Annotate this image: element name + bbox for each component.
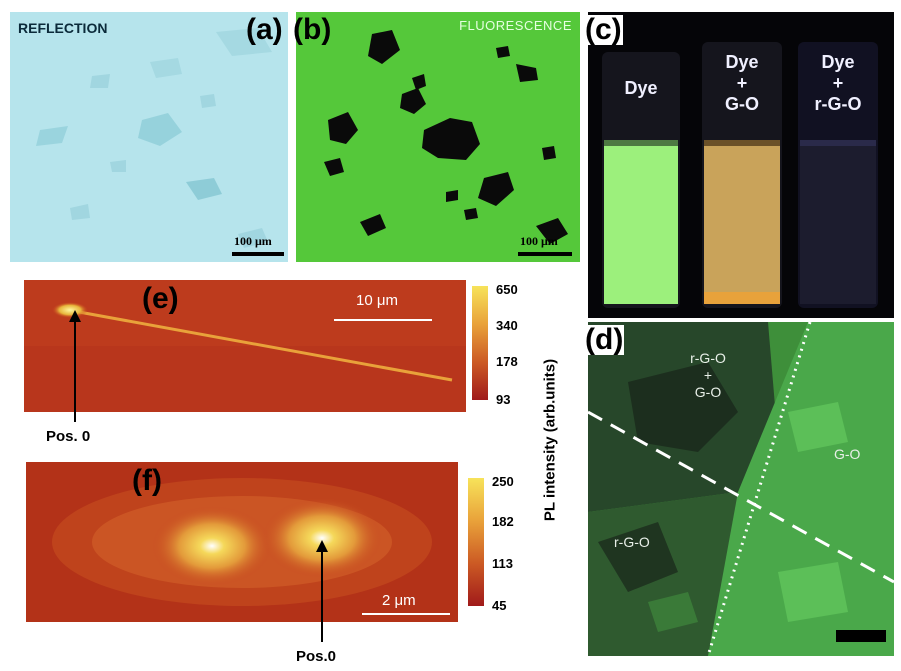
colorbar-f-tick-250: 250 bbox=[492, 474, 514, 489]
scale-bar-label-a: 100 μm bbox=[234, 234, 272, 249]
scale-bar-label-f: 2 μm bbox=[382, 592, 416, 609]
colorbar-e bbox=[472, 286, 488, 400]
scale-bar-label-b: 100 μm bbox=[520, 234, 558, 249]
pos0-label-f: Pos.0 bbox=[296, 648, 336, 665]
panel-d-composite-image: r-G-O + G-O G-O r-G-O bbox=[588, 322, 894, 656]
d-label-line-3: G-O bbox=[678, 384, 738, 401]
vial-3-text-line-2: + bbox=[798, 73, 878, 94]
fluorescence-mode-label: FLUORESCENCE bbox=[459, 18, 572, 33]
label-rgo-plus-go: r-G-O + G-O bbox=[678, 350, 738, 401]
vial-3-text-line-1: Dye bbox=[798, 52, 878, 73]
colorbar-e-tick-650: 650 bbox=[496, 282, 518, 297]
colorbar-f bbox=[468, 478, 484, 606]
panel-label-d: (d) bbox=[584, 325, 624, 355]
panel-f-pl-map: 2 μm bbox=[26, 462, 458, 622]
pos0-arrowhead-e bbox=[69, 310, 81, 322]
vial-label-dye-go: Dye + G-O bbox=[702, 52, 782, 115]
pos0-label-e: Pos. 0 bbox=[46, 428, 90, 445]
scale-bar-b bbox=[518, 252, 572, 256]
colorbar-f-tick-45: 45 bbox=[492, 598, 506, 613]
vial-2-text-line-2: + bbox=[702, 73, 782, 94]
go-rgo-micrograph bbox=[588, 322, 894, 656]
panel-label-e: (e) bbox=[142, 284, 179, 314]
scale-bar-label-e: 10 μm bbox=[356, 292, 398, 309]
colorbar-e-tick-178: 178 bbox=[496, 354, 518, 369]
d-label-line-1: r-G-O bbox=[678, 350, 738, 367]
scale-bar-a bbox=[232, 252, 284, 256]
vial-3-text-line-3: r-G-O bbox=[798, 94, 878, 115]
panel-label-c: (c) bbox=[584, 15, 623, 45]
colorbar-e-tick-93: 93 bbox=[496, 392, 510, 407]
panel-label-a: (a) bbox=[246, 15, 283, 45]
vial-label-dye: Dye bbox=[602, 78, 680, 99]
label-rgo-region: r-G-O bbox=[614, 534, 650, 551]
panel-label-b: (b) bbox=[293, 15, 331, 45]
colorbar-e-tick-340: 340 bbox=[496, 318, 518, 333]
reflection-micrograph bbox=[10, 12, 288, 262]
colorbar-f-tick-182: 182 bbox=[492, 514, 514, 529]
vial-label-dye-rgo: Dye + r-G-O bbox=[798, 52, 878, 115]
fluorescence-micrograph bbox=[296, 12, 580, 262]
vial-2-text-line-3: G-O bbox=[702, 94, 782, 115]
vial-2-text-line-1: Dye bbox=[702, 52, 782, 73]
panel-e-pl-map: 10 μm bbox=[24, 280, 466, 412]
label-go-region: G-O bbox=[834, 446, 860, 463]
vial-1-text: Dye bbox=[602, 78, 680, 99]
reflection-mode-label: REFLECTION bbox=[18, 20, 107, 36]
colorbar-axis-label: PL intensity (arb.units) bbox=[542, 359, 559, 521]
colorbar-f-tick-113: 113 bbox=[492, 556, 513, 571]
panel-c-vial-photo: Dye Dye + G-O Dye + r-G-O bbox=[588, 12, 894, 318]
pl-map-e bbox=[24, 280, 466, 412]
panel-a-reflection-image: REFLECTION 100 μm bbox=[10, 12, 288, 262]
pos0-arrow-f bbox=[321, 548, 323, 642]
d-label-line-2: + bbox=[678, 367, 738, 384]
panel-b-fluorescence-image: FLUORESCENCE 100 μm bbox=[296, 12, 580, 262]
pos0-arrow-e bbox=[74, 318, 76, 422]
pos0-arrowhead-f bbox=[316, 540, 328, 552]
panel-label-f: (f) bbox=[132, 466, 162, 496]
